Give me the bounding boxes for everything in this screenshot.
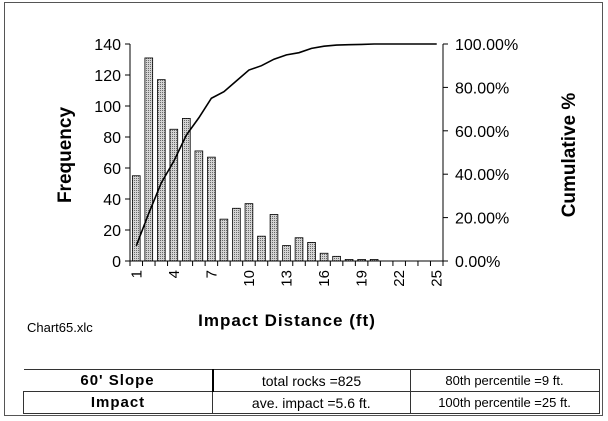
histogram-bar [194, 150, 204, 262]
x-axis: 1 4 7 10 13 16 19 22 25 [128, 260, 446, 287]
histogram-bar [219, 218, 229, 262]
summary-cell-average: ave. impact =5.6 ft. [212, 391, 411, 414]
histogram-bar [269, 214, 279, 262]
cumulative-line [135, 43, 437, 247]
summary-cell-percentile: 100th percentile =25 ft. [409, 391, 600, 414]
chart-frame [4, 2, 603, 416]
right-tick-label: 80.00% [455, 80, 509, 97]
left-axis: 0 20 40 60 80 100 120 140 [94, 37, 131, 271]
summary-table: 60' Slope total rocks =825 80th percenti… [23, 369, 600, 414]
x-axis-label: Impact Distance (ft) [198, 311, 376, 330]
left-tick-label: 40 [103, 192, 121, 209]
right-tick-label: 60.00% [455, 124, 509, 141]
histogram-bar [307, 241, 316, 262]
left-tick-label: 140 [94, 37, 121, 54]
summary-row: 60' Slope total rocks =825 80th percenti… [23, 369, 600, 392]
x-tick-label: 16 [316, 270, 333, 287]
histogram-bar [232, 207, 241, 262]
x-tick-label: 19 [354, 270, 371, 287]
summary-row: Impact ave. impact =5.6 ft. 100th percen… [23, 391, 600, 414]
x-tick-label: 13 [279, 270, 296, 287]
histogram-bar [131, 175, 141, 262]
left-tick-label: 100 [94, 99, 121, 116]
right-tick-label: 20.00% [455, 211, 509, 228]
frequency-bars [131, 57, 379, 262]
histogram-bar [207, 156, 216, 262]
right-axis: 0.00% 20.00% 40.00% 60.00% 80.00% 100.00% [442, 37, 518, 271]
histogram-chart: 0 20 40 60 80 100 120 140 0.00% 20.00% 40.00% 60.0… [55, 37, 580, 330]
x-tick-label: 7 [203, 270, 220, 278]
histogram-bar [332, 255, 341, 262]
summary-cell-percentile: 80th percentile =9 ft. [409, 369, 600, 392]
histogram-bar [144, 57, 154, 262]
histogram-bar [319, 252, 329, 262]
x-tick-label: 25 [429, 270, 446, 287]
y-axis-label-cumulative: Cumulative % [559, 93, 580, 218]
histogram-bar [257, 235, 266, 262]
right-tick-label: 0.00% [455, 254, 500, 271]
histogram-bar [282, 245, 291, 262]
x-tick-label: 4 [166, 270, 183, 278]
histogram-bar [157, 79, 166, 262]
x-tick-label: 10 [241, 270, 258, 287]
left-tick-label: 60 [103, 161, 121, 178]
left-tick-label: 0 [112, 254, 121, 271]
left-tick-label: 120 [94, 68, 121, 85]
cumulative-line-path [135, 43, 437, 247]
left-tick-label: 20 [103, 223, 121, 240]
histogram-bar [169, 128, 179, 262]
chart-file-label: Chart65.xlc [27, 320, 93, 335]
histogram-bar [294, 237, 304, 262]
x-tick-label: 22 [391, 270, 408, 287]
right-tick-label: 40.00% [455, 167, 509, 184]
left-tick-label: 80 [103, 130, 121, 147]
summary-cell-total: total rocks =825 [211, 369, 411, 392]
x-tick-label: 1 [128, 270, 145, 278]
summary-cell-label: 60' Slope [23, 369, 213, 392]
histogram-bar [244, 203, 254, 262]
right-tick-label: 100.00% [455, 37, 518, 54]
summary-cell-label: Impact [23, 391, 213, 414]
y-axis-label-frequency: Frequency [55, 107, 76, 204]
